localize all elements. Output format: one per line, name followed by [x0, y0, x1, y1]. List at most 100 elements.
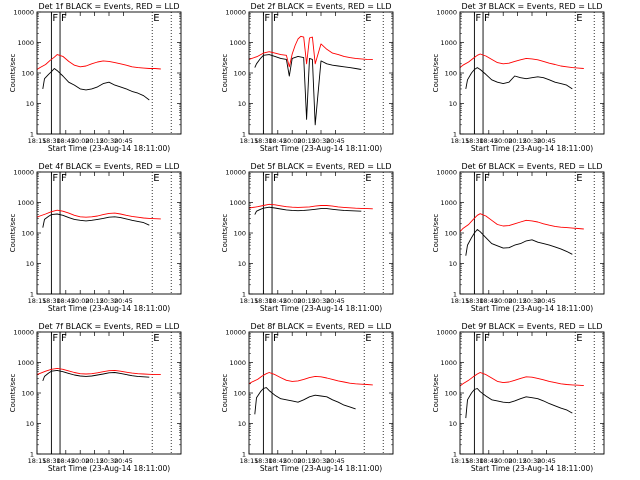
x-tick-label: 18:30: [465, 137, 484, 145]
y-tick-label: 1: [453, 291, 457, 299]
y-tick-label: 100: [22, 230, 34, 238]
y-tick-label: 1: [453, 451, 457, 459]
y-tick-label: 1000: [17, 199, 34, 207]
x-axis-label: Start Time (23-Aug-14 18:11:00): [260, 304, 382, 313]
event-marker: E: [153, 173, 159, 184]
x-tick-label: 20:00: [71, 297, 90, 305]
y-tick-label: 10000: [436, 329, 457, 337]
y-axis-label: Counts/sec: [221, 214, 229, 253]
y-tick-label: 10: [449, 260, 457, 268]
y-tick-label: 1000: [440, 199, 457, 207]
y-tick-label: 10000: [225, 169, 246, 177]
y-tick-label: 10000: [225, 9, 246, 17]
event-marker: F: [264, 13, 270, 24]
x-tick-label: 18:15: [28, 297, 47, 305]
x-tick-label: 20:15: [297, 137, 316, 145]
event-marker: F: [475, 13, 481, 24]
event-marker: E: [365, 173, 371, 184]
y-tick-label: 10000: [225, 329, 246, 337]
x-tick-label: 20:00: [283, 297, 302, 305]
plot-frame: [36, 171, 182, 295]
panel-5: Det 5f BLACK = Events, RED = LLD 1 10 100 10…: [221, 162, 394, 313]
event-marker: F: [475, 333, 481, 344]
event-marker: E: [576, 333, 582, 344]
plot-frame: [36, 11, 182, 135]
event-marker: F: [475, 173, 481, 184]
y-tick-label: 10: [26, 420, 34, 428]
y-axis-label: Counts/sec: [9, 54, 17, 93]
x-tick-label: 18:30: [42, 297, 61, 305]
series-line-2: [42, 213, 150, 228]
panel-title: Det 9f BLACK = Events, RED = LLD: [461, 322, 602, 331]
y-tick-label: 1000: [229, 199, 246, 207]
x-tick-label: 18:45: [268, 137, 287, 145]
plot-frame: [459, 11, 605, 135]
event-marker: E: [153, 333, 159, 344]
y-tick-label: 10: [26, 260, 34, 268]
series-line-1: [248, 372, 373, 386]
y-axis-label: Counts/sec: [221, 374, 229, 413]
event-marker: F: [61, 173, 67, 184]
panel-1: Det 1f BLACK = Events, RED = LLD 1 10 100 10…: [9, 2, 182, 153]
x-tick-label: 20:15: [508, 297, 527, 305]
event-marker: E: [576, 13, 582, 24]
x-axis-label: Start Time (23-Aug-14 18:11:00): [260, 144, 382, 153]
y-tick-label: 10000: [13, 9, 34, 17]
panel-title: Det 7f BLACK = Events, RED = LLD: [38, 322, 179, 331]
series-line-2: [254, 206, 362, 215]
event-marker: F: [52, 13, 58, 24]
y-tick-label: 100: [22, 390, 34, 398]
y-tick-label: 100: [234, 70, 246, 78]
y-tick-label: 100: [234, 390, 246, 398]
x-tick-label: 18:15: [28, 137, 47, 145]
series-line-2: [42, 68, 150, 101]
event-marker: F: [264, 173, 270, 184]
x-tick-label: 20:00: [283, 457, 302, 465]
series-line-2: [465, 67, 573, 90]
x-tick-label: 20:45: [326, 457, 345, 465]
x-tick-label: 20:45: [114, 297, 133, 305]
x-tick-label: 18:30: [42, 457, 61, 465]
x-tick-label: 18:45: [56, 457, 75, 465]
y-tick-label: 10: [26, 100, 34, 108]
y-tick-label: 1: [30, 451, 34, 459]
series-line-2: [254, 54, 362, 126]
x-axis-label: Start Time (23-Aug-14 18:11:00): [48, 304, 170, 313]
event-marker: F: [61, 333, 67, 344]
x-tick-label: 18:15: [451, 137, 470, 145]
panel-title: Det 6f BLACK = Events, RED = LLD: [461, 162, 602, 171]
y-tick-label: 100: [445, 390, 457, 398]
y-axis-label: Counts/sec: [432, 374, 440, 413]
event-marker: F: [273, 333, 279, 344]
x-tick-label: 18:30: [254, 137, 273, 145]
x-tick-label: 20:15: [508, 457, 527, 465]
series-line-1: [459, 213, 584, 233]
plot-frame: [248, 11, 394, 135]
event-marker: E: [365, 13, 371, 24]
x-tick-label: 18:45: [479, 137, 498, 145]
x-axis-label: Start Time (23-Aug-14 18:11:00): [471, 304, 593, 313]
x-tick-label: 18:15: [451, 297, 470, 305]
series-line-2: [465, 388, 573, 419]
plot-frame: [459, 331, 605, 455]
event-marker: E: [576, 173, 582, 184]
x-tick-label: 20:45: [326, 137, 345, 145]
y-axis-label: Counts/sec: [432, 54, 440, 93]
y-tick-label: 100: [22, 70, 34, 78]
plot-frame: [248, 331, 394, 455]
panel-title: Det 4f BLACK = Events, RED = LLD: [38, 162, 179, 171]
x-tick-label: 20:30: [100, 457, 119, 465]
series-line-1: [459, 53, 584, 69]
x-tick-label: 20:30: [100, 297, 119, 305]
panel-8: Det 8f BLACK = Events, RED = LLD 1 10 100 10…: [221, 322, 394, 473]
x-tick-label: 20:15: [85, 137, 104, 145]
y-tick-label: 100: [445, 70, 457, 78]
x-tick-label: 18:15: [240, 137, 259, 145]
y-tick-label: 10000: [436, 9, 457, 17]
x-tick-label: 20:30: [523, 457, 542, 465]
y-tick-label: 1: [242, 291, 246, 299]
x-tick-label: 18:30: [465, 297, 484, 305]
x-tick-label: 20:30: [312, 457, 331, 465]
event-marker: F: [484, 13, 490, 24]
